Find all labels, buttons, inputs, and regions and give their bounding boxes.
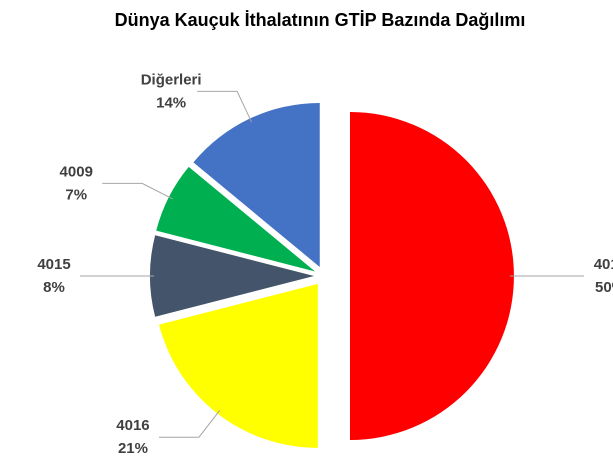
slice-category-label: 4016 [116,417,149,434]
slice-category-label: Diğerleri [141,71,202,88]
slice-category-label: 4009 [60,163,93,180]
slice-value-label: 7% [65,186,87,203]
pie-slice [149,235,314,317]
leader-line [197,90,253,123]
chart-title: Dünya Kauçuk İthalatının GTİP Bazında Da… [115,10,526,30]
pie-slice [156,166,316,272]
pie-slice [159,283,318,448]
slice-value-label: 50% [595,279,613,296]
slice-value-label: 8% [43,279,65,296]
leader-line [102,182,173,200]
leader-line [158,410,221,438]
slice-category-label: 4011 [594,256,613,273]
slice-category-label: 4015 [37,256,70,273]
slice-value-label: 14% [156,94,186,111]
slice-value-label: 21% [118,440,148,457]
pie-slice [350,112,514,440]
pie-slice [193,102,320,267]
